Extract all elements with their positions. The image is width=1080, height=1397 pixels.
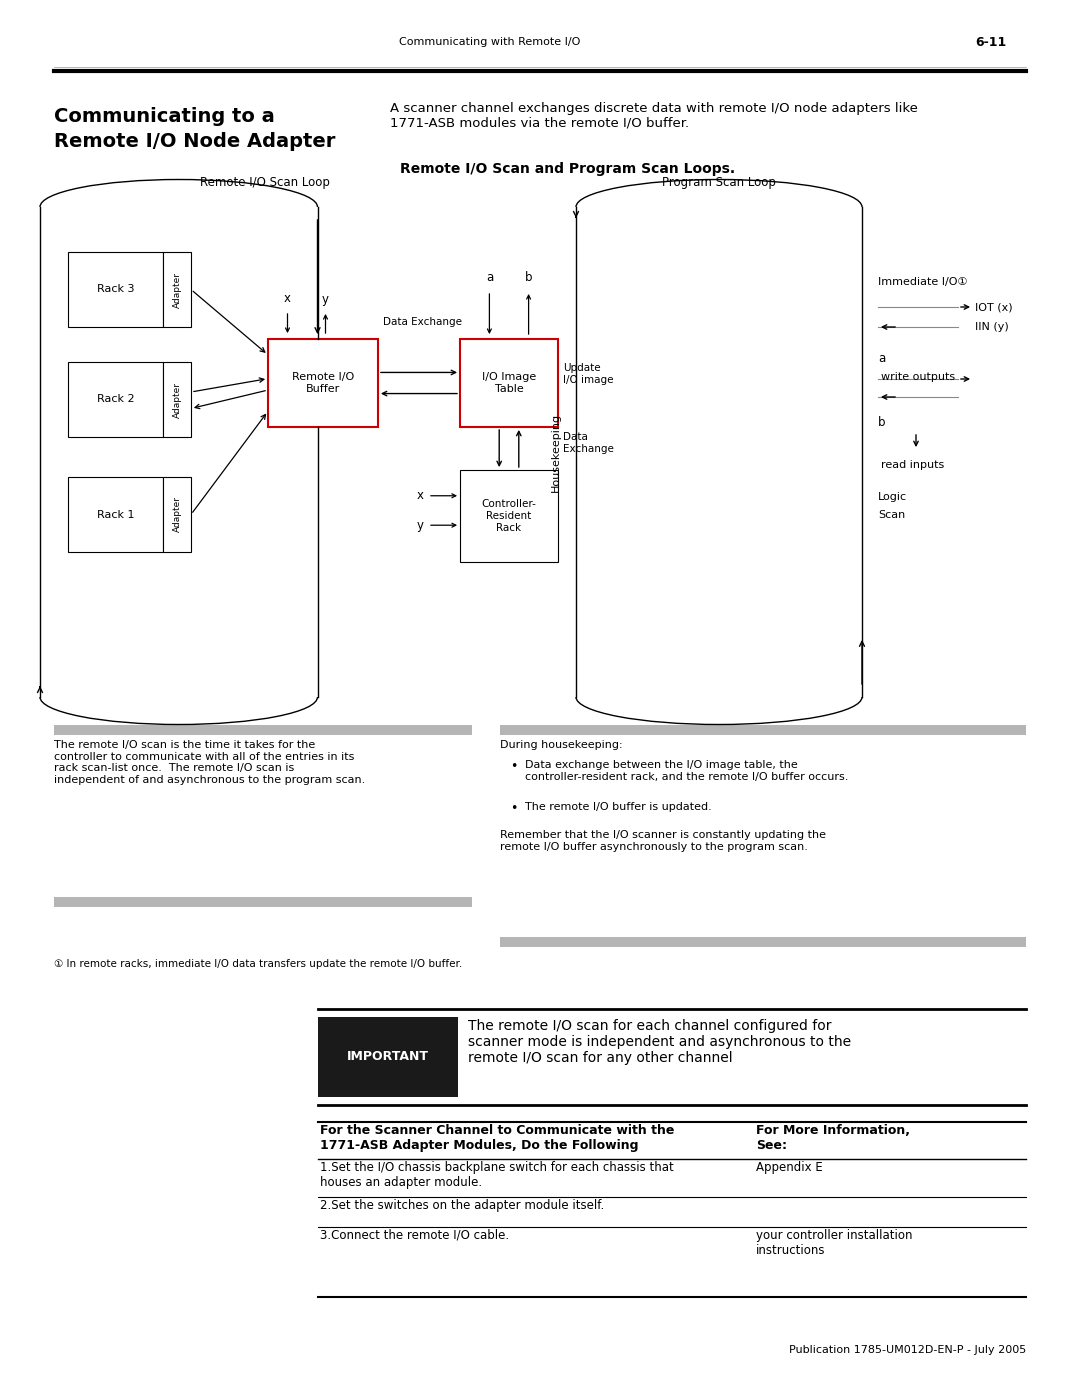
Text: y: y xyxy=(322,292,329,306)
Text: Remote I/O Scan and Program Scan Loops.: Remote I/O Scan and Program Scan Loops. xyxy=(400,162,735,176)
Text: During housekeeping:: During housekeeping: xyxy=(500,740,623,750)
Text: Remote I/O Node Adapter: Remote I/O Node Adapter xyxy=(54,131,336,151)
Text: Data exchange between the I/O image table, the
controller-resident rack, and the: Data exchange between the I/O image tabl… xyxy=(525,760,849,781)
Text: IIN (y): IIN (y) xyxy=(975,321,1009,332)
Text: I/O Image
Table: I/O Image Table xyxy=(482,372,536,394)
Text: Adapter: Adapter xyxy=(173,381,181,418)
Text: your controller installation
instructions: your controller installation instruction… xyxy=(756,1229,913,1257)
Bar xyxy=(54,897,472,907)
Text: The remote I/O scan for each channel configured for
scanner mode is independent : The remote I/O scan for each channel con… xyxy=(468,1018,851,1066)
Text: Scan: Scan xyxy=(878,510,905,520)
Text: 3.Connect the remote I/O cable.: 3.Connect the remote I/O cable. xyxy=(320,1229,509,1242)
Text: x: x xyxy=(417,489,424,503)
Text: For More Information,
See:: For More Information, See: xyxy=(756,1125,910,1153)
Bar xyxy=(54,725,472,735)
Text: For the Scanner Channel to Communicate with the
1771-ASB Adapter Modules, Do the: For the Scanner Channel to Communicate w… xyxy=(320,1125,674,1153)
Text: Rack 2: Rack 2 xyxy=(97,394,134,405)
Text: Communicating to a: Communicating to a xyxy=(54,108,274,126)
Text: The remote I/O scan is the time it takes for the
controller to communicate with : The remote I/O scan is the time it takes… xyxy=(54,740,365,785)
Text: Data
Exchange: Data Exchange xyxy=(563,432,613,454)
Bar xyxy=(318,1017,458,1097)
Bar xyxy=(68,362,163,437)
Text: Adapter: Adapter xyxy=(173,271,181,307)
Text: b: b xyxy=(878,415,886,429)
Text: IOT (x): IOT (x) xyxy=(975,302,1013,312)
Text: Remote I/O Scan Loop: Remote I/O Scan Loop xyxy=(200,176,329,189)
Text: x: x xyxy=(284,292,291,306)
Text: Immediate I/O①: Immediate I/O① xyxy=(878,277,968,286)
Bar xyxy=(268,339,378,427)
Text: The remote I/O buffer is updated.: The remote I/O buffer is updated. xyxy=(525,802,712,812)
Text: write outputs: write outputs xyxy=(881,372,955,381)
Text: 6-11: 6-11 xyxy=(975,35,1007,49)
Text: Update
I/O image: Update I/O image xyxy=(563,363,613,386)
Text: y: y xyxy=(417,518,424,532)
Text: Publication 1785-UM012D-EN-P - July 2005: Publication 1785-UM012D-EN-P - July 2005 xyxy=(788,1345,1026,1355)
Bar xyxy=(163,476,191,552)
Text: Housekeeping: Housekeeping xyxy=(551,412,561,492)
Text: read inputs: read inputs xyxy=(881,460,944,469)
Bar xyxy=(163,362,191,437)
Text: Adapter: Adapter xyxy=(173,496,181,532)
Text: •: • xyxy=(510,760,517,773)
Text: Rack 1: Rack 1 xyxy=(97,510,134,520)
Text: Appendix E: Appendix E xyxy=(756,1161,823,1173)
Text: Controller-
Resident
Rack: Controller- Resident Rack xyxy=(482,499,537,532)
Text: b: b xyxy=(525,271,532,284)
Text: a: a xyxy=(486,271,494,284)
Bar xyxy=(68,476,163,552)
Text: ① In remote racks, immediate I/O data transfers update the remote I/O buffer.: ① In remote racks, immediate I/O data tr… xyxy=(54,958,462,970)
Bar xyxy=(500,937,1026,947)
Text: Logic: Logic xyxy=(878,492,907,502)
Text: IMPORTANT: IMPORTANT xyxy=(347,1051,429,1063)
Bar xyxy=(163,251,191,327)
Text: 1.Set the I/O chassis backplane switch for each chassis that
houses an adapter m: 1.Set the I/O chassis backplane switch f… xyxy=(320,1161,674,1189)
Text: Remote I/O
Buffer: Remote I/O Buffer xyxy=(292,372,354,394)
Bar xyxy=(460,339,558,427)
Text: Data Exchange: Data Exchange xyxy=(383,317,462,327)
Text: Rack 3: Rack 3 xyxy=(97,285,134,295)
Text: 2.Set the switches on the adapter module itself.: 2.Set the switches on the adapter module… xyxy=(320,1199,604,1213)
Bar xyxy=(68,251,163,327)
Bar xyxy=(500,725,1026,735)
Text: a: a xyxy=(878,352,886,366)
Text: Communicating with Remote I/O: Communicating with Remote I/O xyxy=(399,36,580,47)
Text: Remember that the I/O scanner is constantly updating the
remote I/O buffer async: Remember that the I/O scanner is constan… xyxy=(500,830,826,852)
Text: •: • xyxy=(510,802,517,814)
Text: Program Scan Loop: Program Scan Loop xyxy=(662,176,775,189)
Bar xyxy=(460,469,558,562)
Text: A scanner channel exchanges discrete data with remote I/O node adapters like
177: A scanner channel exchanges discrete dat… xyxy=(390,102,918,130)
